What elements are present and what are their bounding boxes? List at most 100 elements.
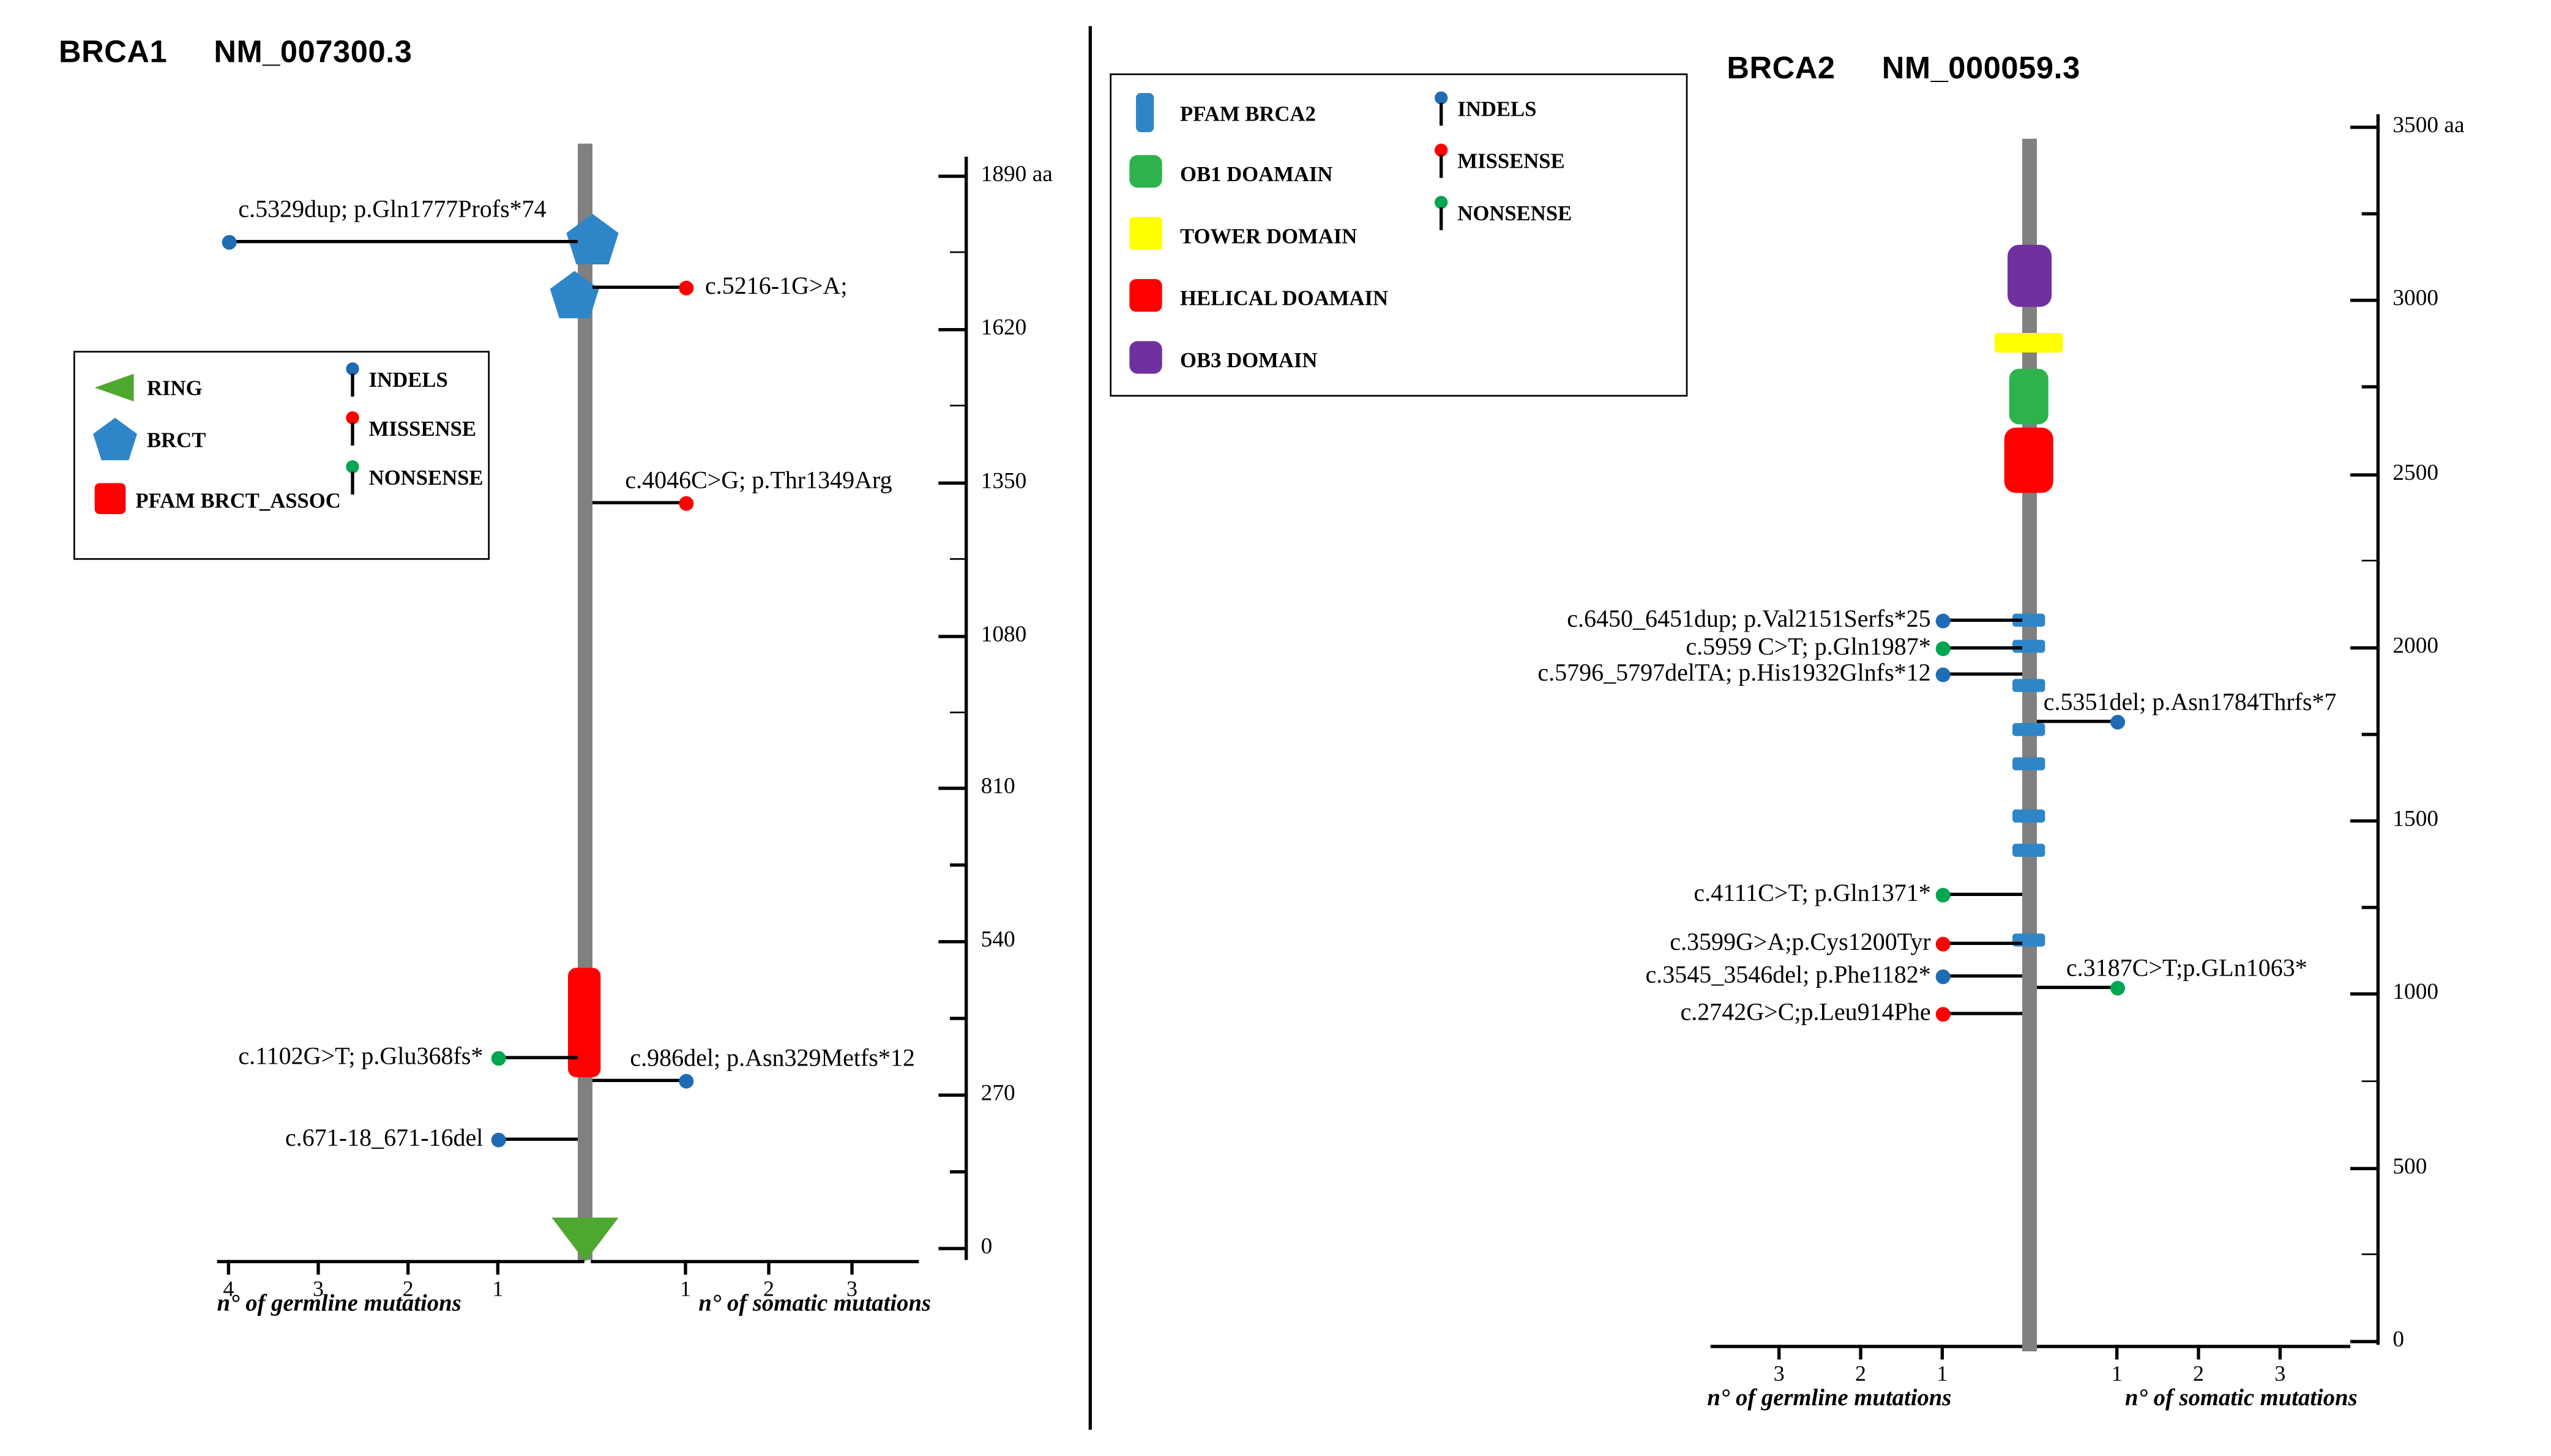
mutation-dot (678, 280, 693, 295)
mutation-label: c.5796_5797delTA; p.His1932Glnfs*12 (1537, 661, 1931, 687)
brca1-somatic-axis-tick (767, 1260, 771, 1275)
mutation-dot (1935, 887, 1950, 902)
brca2-somatic-axis-line (2037, 1345, 2351, 1348)
helical-domain-icon (1129, 279, 1162, 312)
nonsense-icon (346, 460, 359, 474)
brca1-germline-axis-tick (496, 1260, 500, 1275)
mutation-dot (490, 1050, 506, 1066)
mutation-line (1942, 942, 2023, 945)
pfam-brct-assoc-icon (94, 483, 126, 515)
brca2-somatic-axis-tick-label: 1 (2111, 1361, 2123, 1386)
brca1-germline-axis-tick-label: 1 (492, 1276, 504, 1301)
brca2-somatic-axis-tick-label: 2 (2193, 1361, 2205, 1386)
mutation-line (498, 1138, 578, 1141)
mutation-dot (490, 1132, 506, 1147)
mutation-dot (1935, 640, 1950, 655)
aa-ruler-minor-tick (950, 864, 966, 867)
brca2-somatic-axis-tick-label: 3 (2274, 1361, 2286, 1386)
mutation-line (228, 240, 578, 243)
mutation-label: c.5329dup; p.Gln1777Profs*74 (238, 197, 547, 224)
aa-ruler-major-tick (2350, 1340, 2378, 1343)
brca1-somatic-axis-tick-label: 2 (763, 1276, 775, 1301)
brca2-gene-title: BRCA2 (1727, 52, 1836, 87)
aa-ruler-tick-label: 1620 (980, 316, 1027, 341)
aa-ruler-major-tick (938, 327, 966, 331)
aa-ruler-major-tick (2350, 993, 2378, 996)
brca2-legend: PFAM BRCA2 OB1 DOAMAIN TOWER DOMAIN HELI… (1110, 73, 1688, 397)
aa-ruler-minor-tick (2361, 733, 2378, 736)
aa-ruler-minor-tick (2361, 212, 2378, 215)
mutation-line (1942, 893, 2023, 896)
brca1-gene-title: BRCA1 (59, 35, 168, 70)
aa-ruler-line (2376, 114, 2380, 1345)
mutation-line (1942, 619, 2023, 622)
brct-legend-label: BRCT (147, 427, 206, 452)
brca1-somatic-axis-title: n° of somatic mutations (698, 1291, 932, 1318)
aa-ruler-major-tick (2350, 646, 2378, 649)
indels-legend-label: INDELS (1457, 96, 1537, 121)
aa-ruler-major-tick (2350, 1166, 2378, 1170)
mutation-dot (2109, 980, 2124, 995)
aa-ruler-tick-label: 1000 (2392, 981, 2439, 1006)
nonsense-legend-label: NONSENSE (1457, 201, 1572, 226)
brca1-transcript-title: NM_007300.3 (214, 35, 413, 70)
brca1-germline-axis-tick-label: 3 (313, 1276, 324, 1301)
mutation-label: c.1102G>T; p.Glu368fs* (238, 1044, 484, 1071)
mutation-line (1942, 1012, 2023, 1015)
brca1-legend: RING BRCT PFAM BRCT_ASSOC INDELS MISSENS… (73, 351, 490, 560)
brca1-germline-axis-title: n° of germline mutations (217, 1291, 461, 1318)
aa-ruler-minor-tick (2361, 1253, 2378, 1256)
brca1-germline-axis-tick (406, 1260, 410, 1275)
aa-ruler-minor-tick (2361, 386, 2378, 389)
aa-ruler-minor-tick (950, 1170, 966, 1173)
aa-ruler-minor-tick (950, 711, 966, 714)
helical-domain (2004, 427, 2053, 493)
mutation-line (1942, 974, 2023, 977)
aa-ruler-minor-tick (950, 251, 966, 254)
aa-ruler-tick-label: 3000 (2392, 288, 2439, 313)
aa-ruler-minor-tick (950, 1017, 966, 1020)
mutation-dot (1935, 666, 1950, 682)
brca1-somatic-axis-tick (684, 1260, 687, 1275)
brca2-somatic-axis-tick (2115, 1345, 2119, 1360)
brca1-somatic-axis-tick-label: 1 (680, 1276, 692, 1301)
ob1-domain-icon (1129, 155, 1162, 188)
mutation-line (2037, 720, 2117, 723)
aa-ruler-minor-tick (950, 558, 966, 561)
aa-ruler-major-tick (938, 1247, 966, 1250)
indels-icon-stick (351, 373, 354, 397)
aa-ruler-minor-tick (2361, 1080, 2378, 1083)
mutation-line (498, 1056, 578, 1059)
ob3-domain-icon (1129, 341, 1162, 374)
aa-ruler-minor-tick (2361, 559, 2378, 562)
aa-ruler-minor-tick (950, 404, 966, 407)
brca2-somatic-axis-tick (2197, 1345, 2200, 1360)
brca2-germline-axis-tick-label: 1 (1937, 1361, 1948, 1386)
brca2-somatic-axis-tick (2278, 1345, 2282, 1360)
mutation-label: c.6450_6451dup; p.Val2151Serfs*25 (1567, 607, 1931, 633)
brca1-germline-axis-line (217, 1260, 585, 1264)
brca2-somatic-axis-title: n° of somatic mutations (2125, 1386, 2358, 1412)
missense-icon (1435, 143, 1448, 157)
aa-ruler-tick-label: 270 (980, 1082, 1015, 1107)
aa-ruler-tick-label: 500 (2392, 1155, 2427, 1180)
brca2-germline-axis-tick (1940, 1345, 1944, 1360)
brca2-germline-axis-line (1710, 1345, 2023, 1348)
ob3-domain (2008, 245, 2052, 307)
pfam-brca2-repeat (2012, 723, 2045, 736)
mutation-label: c.3545_3546del; p.Phe1182* (1645, 963, 1931, 990)
aa-ruler-tick-label: 1080 (980, 622, 1027, 648)
helical-legend-label: HELICAL DOAMAIN (1180, 285, 1389, 310)
pfam-brca2-repeat (2012, 679, 2045, 692)
aa-ruler-tick-label: 2500 (2392, 461, 2439, 486)
mutation-dot (1935, 936, 1950, 951)
missense-icon-stick (1440, 155, 1443, 178)
aa-ruler-tick-label: 810 (980, 775, 1015, 801)
ob1-domain (2009, 368, 2049, 425)
tower-domain-icon (1129, 217, 1162, 250)
panel-divider (1088, 26, 1092, 1430)
mutation-label: c.5216-1G>A; (705, 274, 848, 301)
